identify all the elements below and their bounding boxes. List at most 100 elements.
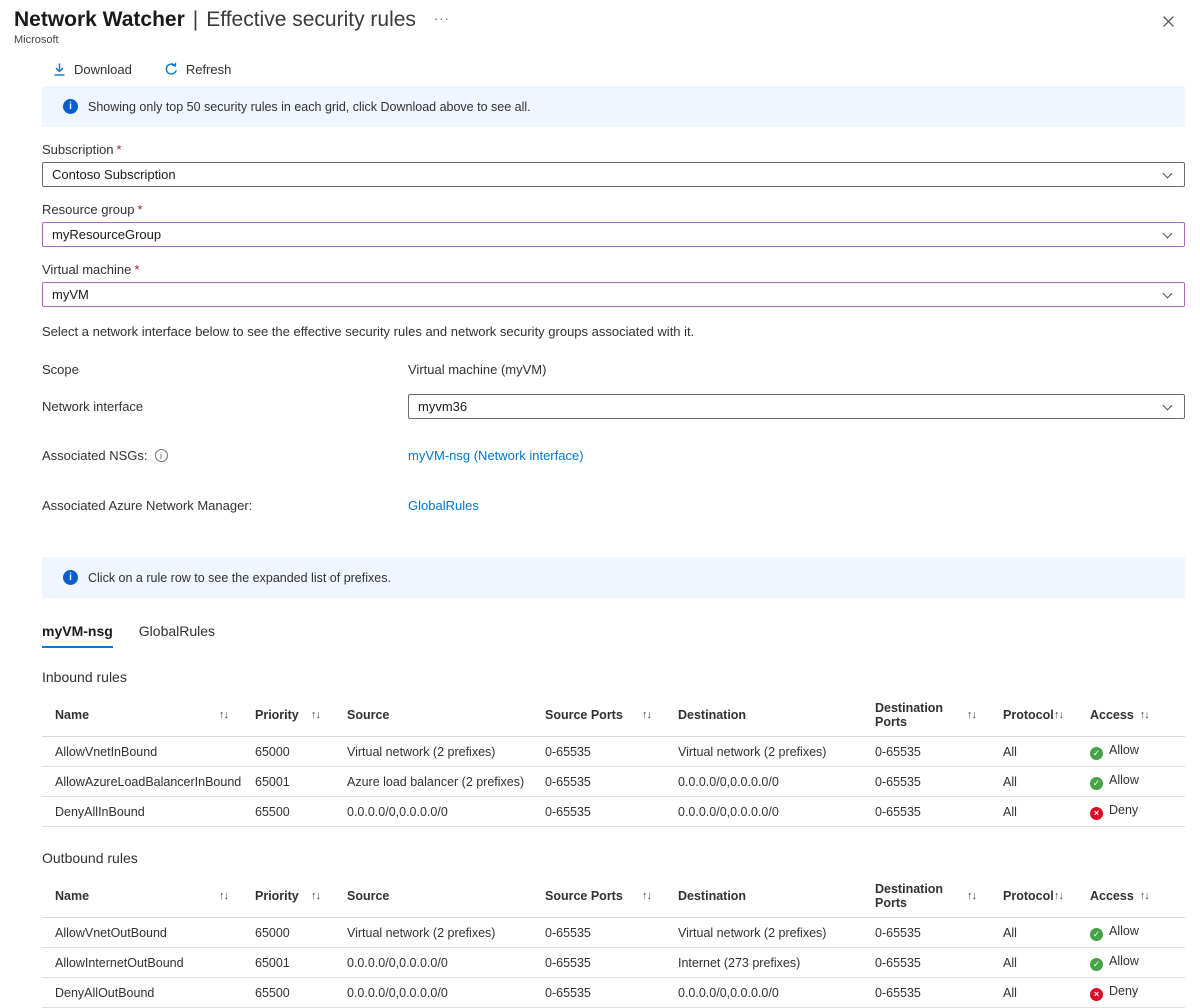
page-title: Network Watcher | Effective security rul… [14,8,1180,32]
inbound-rules-title: Inbound rules [42,669,1200,685]
access-deny-icon: × [1090,807,1103,820]
resource-group-value: myResourceGroup [52,227,161,242]
subscription-value: Contoso Subscription [52,167,176,182]
network-interface-value: myvm36 [418,399,467,414]
resource-group-field: Resource group* myResourceGroup [42,202,1185,247]
required-asterisk: * [134,262,139,277]
associated-anm-link[interactable]: GlobalRules [408,498,479,513]
column-header-protocol[interactable]: Protocol↑↓ [1003,875,1090,918]
title-separator: | [193,8,198,32]
associated-nsgs-label: Associated NSGs: i [42,448,408,463]
info-icon: i [63,99,78,114]
virtual-machine-field: Virtual machine* myVM [42,262,1185,307]
download-button[interactable]: Download [52,62,132,77]
network-interface-row: Network interface myvm36 [42,394,1185,419]
column-header-destination-ports[interactable]: Destination Ports↑↓ [875,694,1003,737]
column-header-destination: Destination [678,875,875,918]
sort-icon: ↑↓ [1140,890,1149,902]
associated-nsgs-row: Associated NSGs: i myVM-nsg (Network int… [42,448,1185,463]
subscription-dropdown[interactable]: Contoso Subscription [42,162,1185,187]
chevron-down-icon [1163,289,1173,299]
column-header-name[interactable]: Name↑↓ [42,694,255,737]
info-tooltip-icon[interactable]: i [155,449,168,462]
download-label: Download [74,62,132,77]
column-header-source: Source [347,875,545,918]
table-row[interactable]: AllowAzureLoadBalancerInBound 65001 Azur… [42,767,1185,797]
associated-nsg-link[interactable]: myVM-nsg (Network interface) [408,448,584,463]
scope-row: Scope Virtual machine (myVM) [42,362,1185,377]
blade-header: Network Watcher | Effective security rul… [0,0,1200,46]
sort-icon: ↑↓ [642,709,651,721]
column-header-source-ports[interactable]: Source Ports↑↓ [545,875,678,918]
access-allow-icon: ✓ [1090,928,1103,941]
access-allow-icon: ✓ [1090,958,1103,971]
scope-label: Scope [42,362,408,377]
scope-value: Virtual machine (myVM) [408,362,546,377]
nsg-tabs: myVM-nsg GlobalRules [42,623,1200,648]
access-label: Deny [1109,803,1138,817]
virtual-machine-value: myVM [52,287,89,302]
info-banner-rules-text: Click on a rule row to see the expanded … [88,571,391,585]
info-banner-top: i Showing only top 50 security rules in … [42,86,1185,127]
access-label: Allow [1109,773,1139,787]
column-header-name[interactable]: Name↑↓ [42,875,255,918]
overflow-menu-icon[interactable]: ··· [434,11,450,26]
inbound-rules-table: Name↑↓ Priority↑↓ Source Source Ports↑↓ … [42,694,1185,827]
sort-icon: ↑↓ [1054,890,1063,902]
table-row[interactable]: AllowVnetOutBound 65000 Virtual network … [42,918,1185,948]
command-bar: Download Refresh [52,62,1200,77]
sort-icon: ↑↓ [311,890,320,902]
table-row[interactable]: AllowInternetOutBound 65001 0.0.0.0/0,0.… [42,948,1185,978]
tab-myvm-nsg[interactable]: myVM-nsg [42,623,113,648]
sort-icon: ↑↓ [1140,709,1149,721]
column-header-destination: Destination [678,694,875,737]
associated-anm-label: Associated Azure Network Manager: [42,498,408,513]
required-asterisk: * [138,202,143,217]
column-header-priority[interactable]: Priority↑↓ [255,875,347,918]
refresh-icon [164,62,179,77]
outbound-rules-table: Name↑↓ Priority↑↓ Source Source Ports↑↓ … [42,875,1185,1008]
access-label: Allow [1109,743,1139,757]
network-interface-dropdown[interactable]: myvm36 [408,394,1185,419]
sort-icon: ↑↓ [1054,709,1063,721]
chevron-down-icon [1163,169,1173,179]
close-icon[interactable] [1159,12,1178,31]
info-icon: i [63,570,78,585]
sort-icon: ↑↓ [219,890,228,902]
virtual-machine-dropdown[interactable]: myVM [42,282,1185,307]
chevron-down-icon [1163,229,1173,239]
tab-globalrules[interactable]: GlobalRules [139,623,215,648]
outbound-rules-title: Outbound rules [42,850,1200,866]
table-row[interactable]: DenyAllInBound 65500 0.0.0.0/0,0.0.0.0/0… [42,797,1185,827]
sort-icon: ↑↓ [219,709,228,721]
column-header-priority[interactable]: Priority↑↓ [255,694,347,737]
publisher-label: Microsoft [14,34,1180,46]
column-header-source-ports[interactable]: Source Ports↑↓ [545,694,678,737]
info-banner-top-text: Showing only top 50 security rules in ea… [88,100,531,114]
column-header-source: Source [347,694,545,737]
required-asterisk: * [117,142,122,157]
sort-icon: ↑↓ [642,890,651,902]
table-row[interactable]: AllowVnetInBound 65000 Virtual network (… [42,737,1185,767]
sort-icon: ↑↓ [311,709,320,721]
access-label: Allow [1109,954,1139,968]
info-banner-rules: i Click on a rule row to see the expande… [42,557,1185,598]
virtual-machine-label: Virtual machine* [42,262,1185,277]
resource-group-dropdown[interactable]: myResourceGroup [42,222,1185,247]
table-header-row: Name↑↓ Priority↑↓ Source Source Ports↑↓ … [42,875,1185,918]
access-allow-icon: ✓ [1090,747,1103,760]
network-interface-label: Network interface [42,399,408,414]
refresh-button[interactable]: Refresh [164,62,232,77]
interface-hint-text: Select a network interface below to see … [42,324,1185,339]
sort-icon: ↑↓ [967,890,976,902]
refresh-label: Refresh [186,62,232,77]
table-row[interactable]: DenyAllOutBound 65500 0.0.0.0/0,0.0.0.0/… [42,978,1185,1008]
table-header-row: Name↑↓ Priority↑↓ Source Source Ports↑↓ … [42,694,1185,737]
column-header-access[interactable]: Access↑↓ [1090,694,1185,737]
access-allow-icon: ✓ [1090,777,1103,790]
sort-icon: ↑↓ [967,709,976,721]
column-header-destination-ports[interactable]: Destination Ports↑↓ [875,875,1003,918]
column-header-access[interactable]: Access↑↓ [1090,875,1185,918]
column-header-protocol[interactable]: Protocol↑↓ [1003,694,1090,737]
chevron-down-icon [1163,401,1173,411]
